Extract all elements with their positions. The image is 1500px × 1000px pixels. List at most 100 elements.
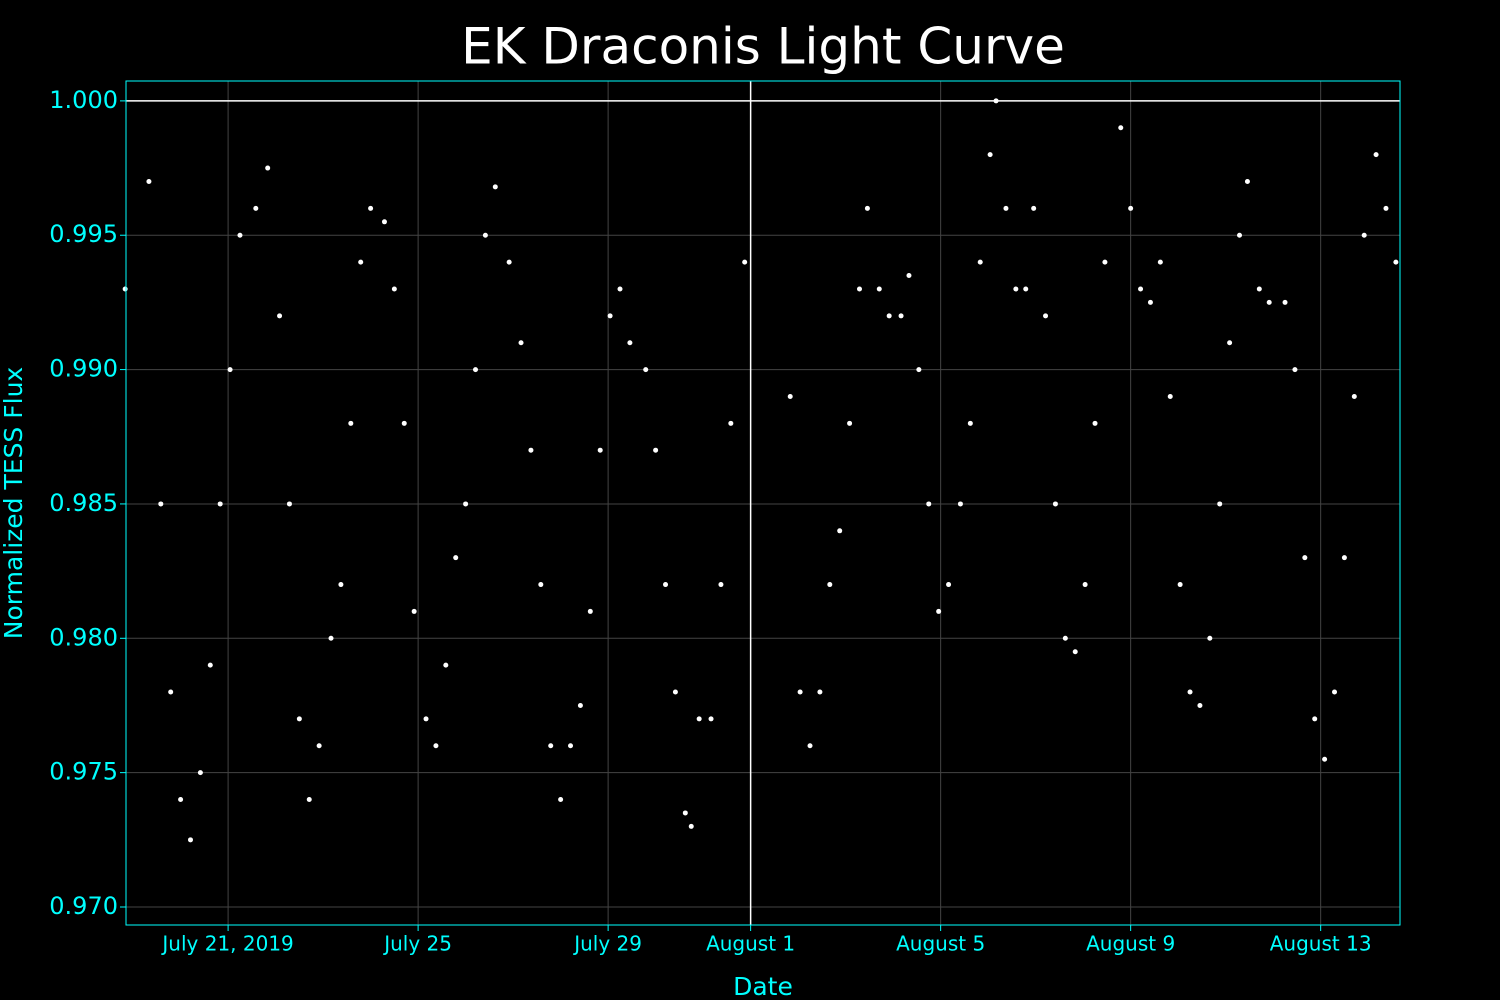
data-point [265,165,271,171]
data-point [1147,299,1153,305]
x-tick-label: July 21, 2019 [160,932,293,956]
x-tick-label: August 5 [896,932,985,956]
data-point [1013,286,1019,292]
data-point [217,501,223,507]
data-point [277,313,283,319]
data-point [207,662,213,668]
data-point [607,313,613,319]
plot-frame [125,80,1401,926]
data-point [1312,716,1318,722]
data-point [1341,555,1347,561]
data-point [1023,286,1029,292]
data-point [1082,582,1088,588]
data-point [1373,152,1379,158]
data-point [368,205,374,211]
data-point [423,716,429,722]
data-point [518,340,524,346]
data-point [587,608,593,614]
data-point [977,259,983,265]
data-point [898,313,904,319]
data-point [286,501,292,507]
data-point [577,702,583,708]
data-point [1043,313,1049,319]
y-tick-label: 0.985 [49,489,118,517]
data-point [807,743,813,749]
y-axis-label: Normalized TESS Flux [0,367,28,639]
data-point [1197,702,1203,708]
data-point [827,582,833,588]
data-point [1292,367,1298,373]
data-point [433,743,439,749]
y-tick-label: 0.995 [49,220,118,248]
data-point [1322,756,1328,762]
data-point [906,273,912,279]
data-point [916,367,922,373]
data-point [886,313,892,319]
data-point [1256,286,1262,292]
data-point [358,259,364,265]
data-point [122,286,128,292]
data-point [627,340,633,346]
data-point [663,582,669,588]
data-point [158,501,164,507]
data-point [401,420,407,426]
data-point [528,447,534,453]
data-point [538,582,544,588]
data-point [876,286,882,292]
data-point [653,447,659,453]
data-point [1118,125,1124,131]
data-point [473,367,479,373]
data-point [1361,232,1367,238]
data-point [993,98,999,104]
data-point [558,797,564,803]
y-tick-label: 0.970 [49,892,118,920]
data-point [178,797,184,803]
data-point [847,420,853,426]
data-point [1227,340,1233,346]
x-tick-label: July 29 [572,932,642,956]
x-axis-label: Date [733,972,793,1000]
data-point [453,555,459,561]
data-point [967,420,973,426]
data-point [463,501,469,507]
data-point [682,810,688,816]
data-point [1138,286,1144,292]
data-point [482,232,488,238]
y-tick-label: 0.990 [49,355,118,383]
data-point [1217,501,1223,507]
data-point [856,286,862,292]
data-point [306,797,312,803]
data-point [168,689,174,695]
data-point [817,689,823,695]
data-point [443,662,449,668]
data-point [1351,393,1357,399]
data-point [1207,635,1213,641]
data-point [568,743,574,749]
data-point [936,608,942,614]
data-point [506,259,512,265]
y-tick-label: 1.000 [49,86,118,114]
data-point [718,582,724,588]
data-point [548,743,554,749]
data-point [1167,393,1173,399]
data-point [617,286,623,292]
data-point [696,716,702,722]
data-point [296,716,302,722]
data-point [1177,582,1183,588]
data-point [227,367,233,373]
x-tick-label: July 25 [382,932,452,956]
data-point [946,582,952,588]
data-point [1128,205,1134,211]
data-point [643,367,649,373]
data-point [411,608,417,614]
data-point [1102,259,1108,265]
data-point [1266,299,1272,305]
data-point [1187,689,1193,695]
data-point [187,837,193,843]
data-point [1031,205,1037,211]
data-point [316,743,322,749]
data-point [328,635,334,641]
data-point [237,232,243,238]
data-point [708,716,714,722]
